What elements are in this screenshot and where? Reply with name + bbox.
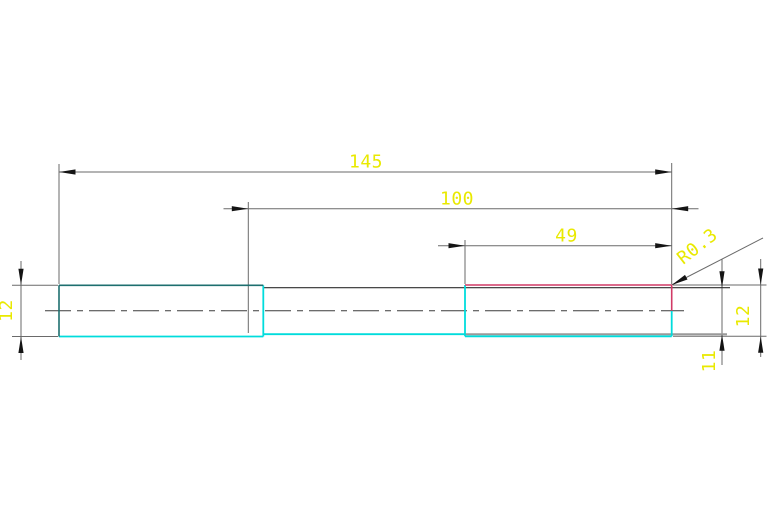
arrow-100-right [671, 206, 689, 212]
arrow-100-left [231, 206, 249, 212]
dim-49-label[interactable]: 49 [555, 226, 578, 247]
arrow-right12-top [758, 268, 764, 285]
arrow-145-right [655, 169, 672, 175]
dim-labels: 145 100 49 R0.3 12 12 11 [0, 152, 754, 373]
dim-145-label[interactable]: 145 [349, 152, 383, 173]
arrow-left12-bottom [18, 336, 24, 353]
dim-11-label[interactable]: 11 [699, 350, 720, 373]
dim-r03-label[interactable]: R0.3 [673, 224, 722, 268]
arrow-11-top [719, 271, 725, 288]
arrow-11-bottom [719, 334, 725, 351]
leader-line-r03[interactable] [671, 237, 764, 286]
dimension-arrows [18, 169, 764, 353]
arrow-49-right [655, 243, 672, 249]
shaft-outline-teal [58, 284, 264, 337]
shaft-outline-cyan [59, 285, 673, 338]
dim-left12-label[interactable]: 12 [0, 299, 17, 322]
arrow-leader-r03 [671, 274, 688, 285]
dim-right12-label[interactable]: 12 [733, 305, 754, 328]
arrow-49-left [448, 243, 465, 249]
dim-100-label[interactable]: 100 [440, 189, 474, 210]
shaft-highlight-red [465, 284, 673, 311]
arrow-right12-bottom [758, 336, 764, 353]
arrow-145-left [59, 169, 76, 175]
arrow-left12-top [18, 268, 24, 286]
